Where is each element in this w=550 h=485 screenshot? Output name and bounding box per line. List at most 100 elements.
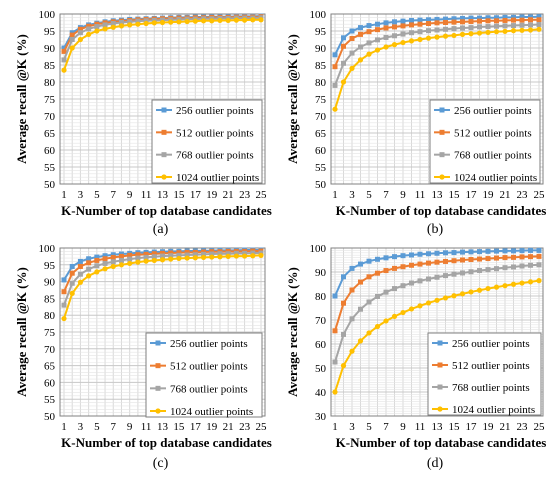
data-point	[192, 255, 198, 261]
data-point	[425, 35, 432, 41]
data-point	[400, 283, 406, 289]
legend-label: 1024 outlier points	[170, 406, 253, 418]
y-axis-label: Average recall @K (%)	[14, 34, 29, 164]
x-tick-label: 5	[94, 421, 100, 433]
plot-frame	[330, 13, 544, 185]
data-point	[460, 270, 465, 276]
legend: 256 outlier points 512 outlier points 768 …	[151, 99, 263, 184]
data-point	[135, 18, 141, 24]
data-point	[340, 363, 347, 369]
legend-item: 1024 outlier points	[434, 172, 537, 184]
data-point	[443, 16, 448, 22]
data-point	[485, 24, 491, 30]
data-point	[392, 33, 397, 39]
legend-marker	[437, 340, 443, 346]
x-tick-label: 9	[400, 421, 406, 433]
x-tick-label: 1	[332, 421, 338, 433]
data-point	[417, 21, 423, 27]
data-point	[332, 359, 338, 365]
series-1	[332, 14, 542, 58]
y-tick-label: 70	[315, 315, 327, 327]
y-tick-label: 100	[310, 9, 327, 21]
x-axis-label: K-Number of top database candidates	[336, 203, 547, 218]
y-tick-label: 70	[315, 111, 327, 123]
data-point	[217, 17, 223, 24]
data-point	[102, 260, 108, 266]
data-point	[477, 268, 482, 274]
panel-caption: (c)	[153, 456, 169, 471]
data-point	[349, 265, 355, 271]
data-point	[332, 293, 338, 299]
data-point	[417, 251, 423, 257]
data-point	[375, 37, 380, 43]
data-point	[434, 259, 440, 265]
data-point	[366, 29, 372, 35]
data-point	[528, 17, 533, 23]
x-tick-label: 3	[78, 189, 84, 201]
data-point	[408, 38, 415, 44]
legend-marker	[439, 107, 445, 113]
data-point	[341, 35, 346, 41]
data-point	[476, 287, 483, 293]
data-point	[477, 24, 482, 30]
data-point	[159, 257, 166, 263]
legend-marker	[161, 107, 167, 113]
y-tick-label: 90	[315, 43, 327, 55]
data-point	[392, 254, 397, 260]
y-tick-label: 65	[44, 361, 56, 373]
data-point	[61, 67, 67, 73]
data-point	[110, 259, 116, 265]
x-tick-label: 3	[349, 189, 355, 201]
data-point	[392, 19, 397, 25]
x-tick-label: 23	[239, 189, 251, 201]
data-point	[536, 26, 542, 32]
legend-marker	[437, 384, 443, 390]
y-tick-label: 85	[44, 293, 56, 305]
data-point	[349, 65, 355, 71]
x-tick-label: 17	[466, 189, 478, 201]
data-point	[477, 18, 482, 24]
data-point	[217, 254, 223, 260]
data-point	[77, 30, 83, 36]
data-point	[349, 316, 355, 322]
data-point	[176, 255, 182, 262]
series-4	[332, 278, 542, 395]
data-point	[217, 251, 223, 257]
data-point	[366, 299, 372, 305]
data-point	[459, 291, 466, 297]
data-point	[332, 52, 338, 58]
data-point	[176, 19, 182, 25]
legend-marker	[439, 129, 445, 135]
data-point	[110, 21, 116, 27]
data-point	[528, 14, 533, 20]
data-point	[511, 264, 516, 270]
x-tick-label: 11	[415, 421, 426, 433]
x-tick-label: 17	[466, 421, 478, 433]
data-point	[127, 19, 133, 25]
y-tick-label: 55	[44, 162, 56, 174]
data-point	[110, 24, 116, 30]
data-point	[349, 287, 355, 293]
data-point	[485, 15, 491, 21]
data-point	[209, 18, 215, 24]
legend-label: 768 outlier points	[176, 150, 254, 162]
data-point	[143, 258, 149, 264]
y-tick-label: 80	[44, 77, 56, 89]
data-point	[476, 30, 483, 36]
data-point	[528, 22, 533, 28]
data-point	[143, 251, 149, 257]
x-tick-label: 19	[206, 189, 218, 201]
data-point	[332, 64, 338, 70]
data-point	[127, 260, 133, 267]
data-point	[102, 253, 108, 259]
data-point	[383, 25, 389, 31]
data-point	[400, 309, 406, 316]
data-point	[184, 249, 190, 255]
data-point	[528, 254, 533, 260]
data-point	[468, 18, 474, 24]
data-point	[460, 249, 465, 255]
data-point	[168, 253, 174, 259]
